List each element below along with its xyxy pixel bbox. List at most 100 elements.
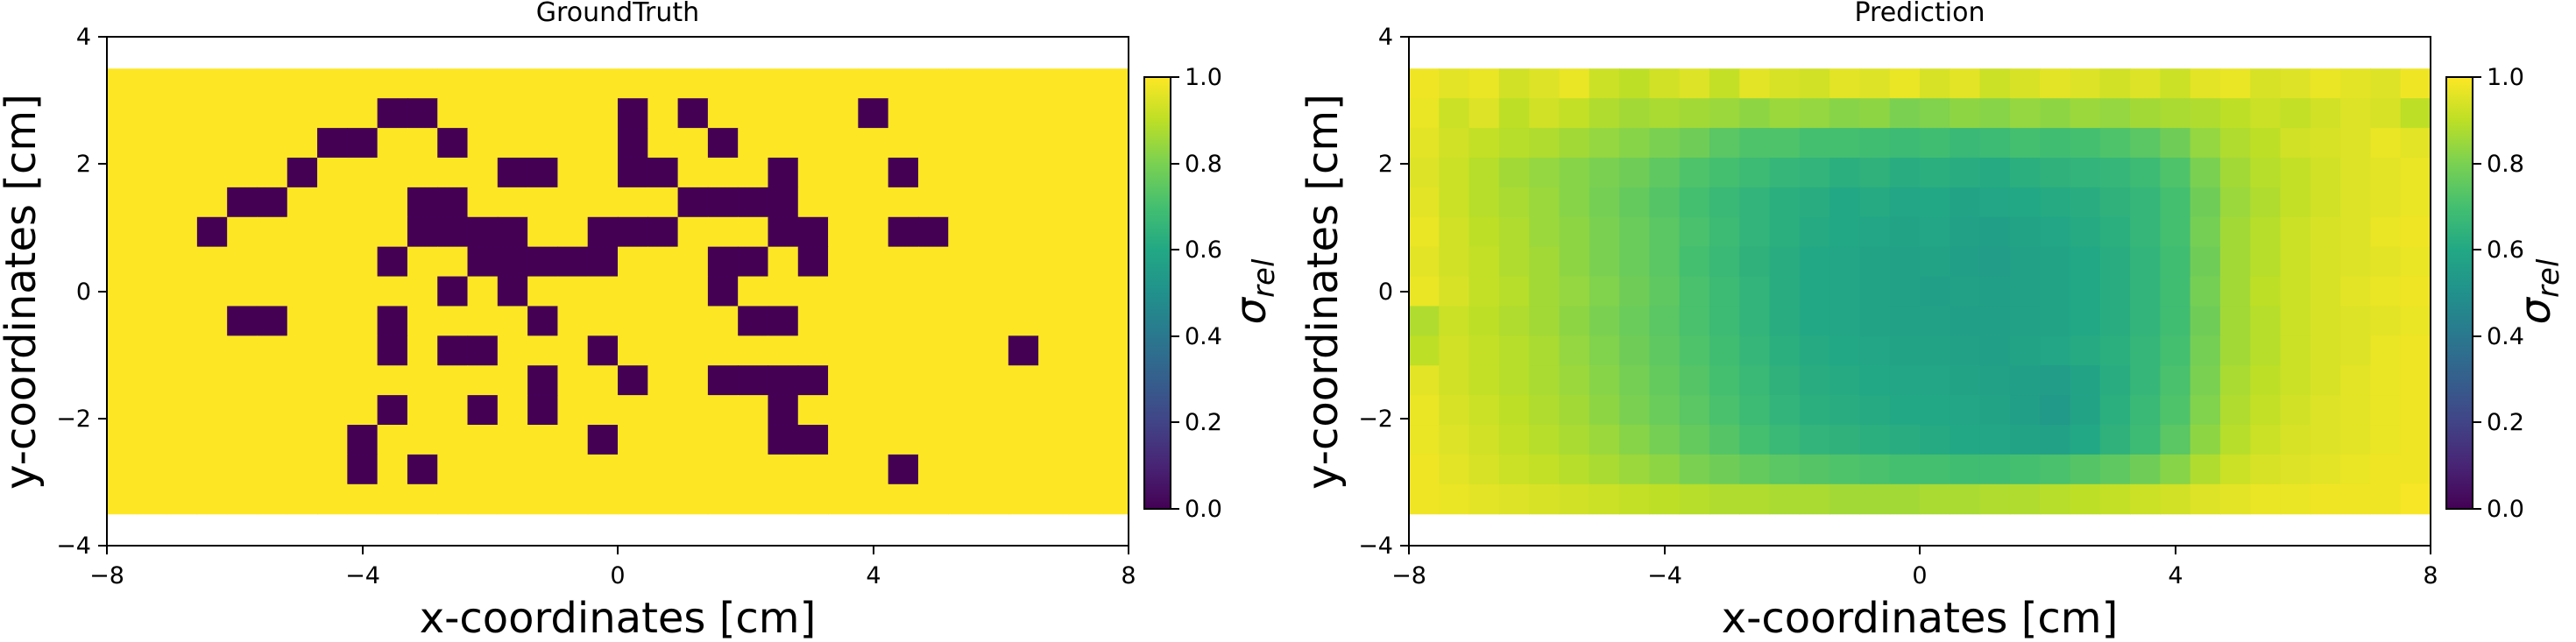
groundtruth-cell <box>287 365 318 396</box>
groundtruth-cell <box>978 483 1009 515</box>
groundtruth-cell <box>467 98 499 129</box>
groundtruth-cell <box>888 483 919 515</box>
groundtruth-cell <box>858 276 889 307</box>
groundtruth-cell <box>137 276 168 307</box>
groundtruth-cell <box>166 395 198 426</box>
groundtruth-cell <box>137 365 168 396</box>
groundtruth-cell <box>467 335 499 366</box>
groundtruth-cell <box>166 68 198 99</box>
groundtruth-cell <box>618 483 648 515</box>
prediction-cell <box>1409 483 1440 515</box>
groundtruth-cell <box>978 276 1009 307</box>
groundtruth-cell <box>196 128 228 159</box>
groundtruth-cell <box>797 454 829 485</box>
prediction-cell <box>2099 425 2131 455</box>
groundtruth-cell <box>768 276 799 307</box>
groundtruth-cell <box>227 276 258 307</box>
prediction-cell <box>1589 335 1620 366</box>
prediction-ytick-label: 0 <box>1378 279 1393 306</box>
prediction-cell <box>2280 335 2311 366</box>
groundtruth-cell <box>1008 216 1039 248</box>
groundtruth-cell <box>557 306 589 336</box>
prediction-cell <box>1889 98 1921 129</box>
prediction-cell <box>2130 483 2161 515</box>
groundtruth-cell <box>437 454 469 485</box>
groundtruth-cell <box>917 365 949 396</box>
prediction-cell <box>1468 187 1500 218</box>
groundtruth-cell <box>768 454 799 485</box>
prediction-cell <box>1559 365 1590 396</box>
groundtruth-cell <box>948 216 980 248</box>
prediction-cell <box>1920 306 1950 336</box>
groundtruth-cell <box>527 483 559 515</box>
groundtruth-cell <box>196 68 228 99</box>
groundtruth-cell <box>858 128 889 159</box>
groundtruth-cell <box>437 128 469 159</box>
prediction-cell <box>2160 187 2191 218</box>
groundtruth-cell <box>166 128 198 159</box>
prediction-cell <box>2310 365 2341 396</box>
prediction-colorbar-tick-label: 0.0 <box>2487 496 2524 523</box>
prediction-cell <box>2340 246 2372 278</box>
groundtruth-cell <box>497 276 528 307</box>
groundtruth-cell <box>1008 276 1039 307</box>
groundtruth-cell <box>618 157 648 188</box>
prediction-cell <box>1529 395 1560 426</box>
groundtruth-cell <box>107 276 138 307</box>
prediction-cell <box>2280 157 2311 188</box>
prediction-cell <box>2070 306 2101 336</box>
prediction-cell <box>2400 306 2431 336</box>
prediction-cell <box>1649 187 1681 218</box>
prediction-cell <box>1498 335 1530 366</box>
prediction-cell <box>1439 483 1470 515</box>
groundtruth-cell <box>1068 216 1100 248</box>
prediction-title: Prediction <box>1854 0 1985 28</box>
prediction-cell <box>2190 365 2221 396</box>
groundtruth-cell <box>407 276 438 307</box>
prediction-cell <box>2190 425 2221 455</box>
prediction-cell <box>1859 187 1891 218</box>
groundtruth-cell <box>738 216 769 248</box>
groundtruth-cell <box>1008 128 1039 159</box>
groundtruth-cell <box>1098 157 1129 188</box>
prediction-cell <box>1559 395 1590 426</box>
prediction-cell <box>1799 68 1830 99</box>
groundtruth-cell <box>797 68 829 99</box>
groundtruth-cell <box>1068 335 1100 366</box>
prediction-cell <box>2130 335 2161 366</box>
prediction-cell <box>1559 246 1590 278</box>
prediction-cell <box>1679 276 1710 307</box>
prediction-cell <box>2130 246 2161 278</box>
prediction-cell <box>1950 365 1981 396</box>
groundtruth-cell <box>768 306 799 336</box>
prediction-cell <box>2009 157 2041 188</box>
groundtruth-cell <box>137 68 168 99</box>
groundtruth-cell <box>317 68 348 99</box>
prediction-cell <box>1799 365 1830 396</box>
prediction-cell <box>2099 276 2131 307</box>
groundtruth-cell <box>648 128 679 159</box>
prediction-cell <box>2340 98 2372 129</box>
prediction-cell <box>2160 395 2191 426</box>
groundtruth-cell <box>587 425 619 455</box>
groundtruth-cell <box>107 365 138 396</box>
groundtruth-cell <box>707 98 739 129</box>
prediction-cell <box>1769 68 1801 99</box>
prediction-cell <box>1649 216 1681 248</box>
groundtruth-cell <box>557 98 589 129</box>
prediction-cell <box>2340 128 2372 159</box>
groundtruth-cell <box>978 216 1009 248</box>
prediction-cell <box>2219 335 2251 366</box>
prediction-cell <box>1769 128 1801 159</box>
groundtruth-cell <box>707 157 739 188</box>
groundtruth-cell <box>1068 128 1100 159</box>
prediction-cell <box>2400 68 2431 99</box>
prediction-ytick-label: −2 <box>1358 406 1393 433</box>
groundtruth-panel: GroundTruth 4 2 0 −2 −4 y-coordinates [c… <box>0 0 1282 642</box>
groundtruth-cell <box>287 68 318 99</box>
prediction-cell <box>2040 246 2071 278</box>
prediction-cell <box>1979 187 2011 218</box>
prediction-cell <box>2099 187 2131 218</box>
prediction-cell <box>2400 157 2431 188</box>
prediction-cell <box>2160 276 2191 307</box>
